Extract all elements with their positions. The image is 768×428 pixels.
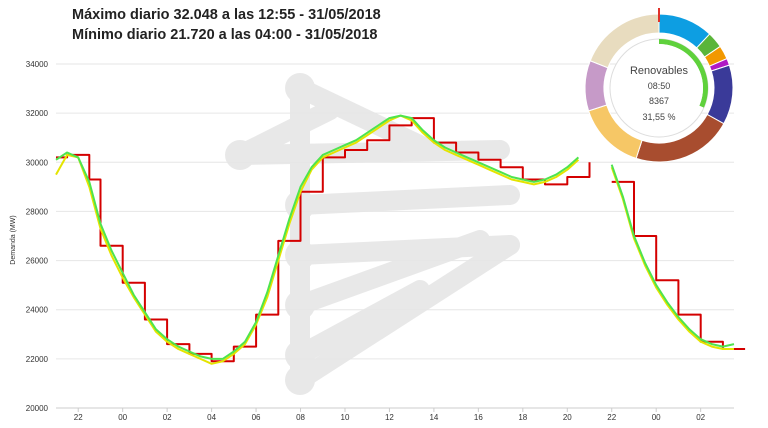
renewables-progress-arc [659,39,708,108]
daily-max-text: Máximo diario 32.048 a las 12:55 - 31/05… [72,7,381,23]
y-tick-label: 26000 [26,257,49,266]
watermark-node [225,140,255,170]
watermark-stroke [290,230,490,315]
x-tick-label: 22 [607,413,616,422]
watermark-logo [225,73,520,395]
y-tick-label: 32000 [26,109,49,118]
donut-segment[interactable] [706,64,734,125]
x-tick-label: 06 [252,413,261,422]
watermark-node [285,73,315,103]
donut-segments [584,8,734,163]
donut-percent: 31,55 % [642,112,675,122]
x-tick-label: 18 [518,413,527,422]
x-axis: 22 00 02 04 06 08 10 12 14 16 18 20 22 00 02 [74,408,706,422]
x-tick-label: 08 [296,413,305,422]
watermark-stroke [290,235,520,390]
x-tick-label: 02 [696,413,705,422]
x-tick-label: 22 [74,413,83,422]
y-tick-label: 20000 [26,404,49,413]
x-tick-label: 12 [385,413,394,422]
y-tick-label: 22000 [26,355,49,364]
x-tick-label: 02 [163,413,172,422]
series-line-3 [55,114,735,360]
x-tick-label: 20 [563,413,572,422]
y-tick-label: 34000 [26,60,49,69]
donut-title: Renovables [630,65,689,77]
watermark-stroke [290,78,440,160]
watermark-stroke [290,280,430,365]
donut-value: 8367 [649,96,669,106]
renewables-donut[interactable]: Renovables 08:50 8367 31,55 % [584,8,734,163]
x-tick-label: 16 [474,413,483,422]
watermark-node [285,340,315,370]
x-tick-label: 10 [341,413,350,422]
series-lines [55,114,746,365]
watermark-node [285,290,315,320]
y-tick-label: 28000 [26,207,49,216]
x-tick-label: 14 [429,413,438,422]
y-axis: 20000 22000 24000 26000 28000 30000 32000 34000 [26,60,49,413]
watermark-stroke [230,100,340,165]
donut-segment[interactable] [584,60,609,112]
watermark-stroke [290,185,520,215]
donut-center [615,44,703,132]
watermark-node [285,365,315,395]
x-tick-label: 00 [652,413,661,422]
x-tick-label: 04 [207,413,216,422]
watermark-stroke [290,235,520,265]
watermark-node [285,240,315,270]
series-line-1 [56,117,746,363]
daily-min-text: Mínimo diario 21.720 a las 04:00 - 31/05… [72,27,378,43]
y-tick-label: 24000 [26,306,49,315]
x-tick-label: 00 [118,413,127,422]
y-tick-label: 30000 [26,158,49,167]
donut-time: 08:50 [648,81,671,91]
y-axis-label: Demanda (MW) [10,215,17,264]
donut-inner-progress [659,39,708,108]
